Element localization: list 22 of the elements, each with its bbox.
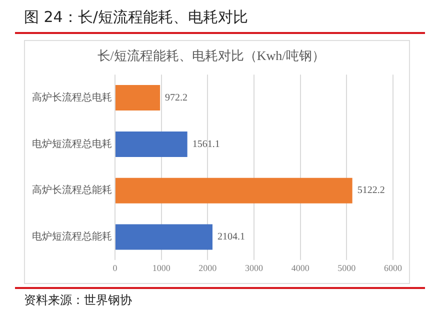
bar: [116, 131, 188, 157]
y-tick-label: 高炉长流程总电耗: [32, 91, 112, 104]
x-tick-label: 4000: [291, 262, 310, 273]
bar: [116, 178, 352, 204]
bar: [116, 224, 212, 250]
y-tick-label: 高炉长流程总能耗: [32, 184, 112, 196]
chart-title: 图 24：长/短流程能耗、电耗对比: [24, 8, 248, 27]
text: 资料来源：世界钢协: [24, 292, 132, 309]
bar: [116, 85, 160, 111]
x-tick-label: 1000: [152, 262, 171, 273]
data-label: 972.2: [165, 92, 188, 104]
x-tick-label: 6000: [384, 262, 402, 273]
data-label: 5122.2: [357, 185, 385, 196]
data-label: 2104.1: [217, 232, 245, 243]
x-tick-label: 2000: [198, 262, 218, 273]
x-tick-label: 0: [112, 262, 118, 273]
x-tick-label: 5000: [338, 262, 356, 273]
y-tick-label: 电炉短流程总能耗: [32, 230, 112, 243]
y-tick-label: 电炉短流程总电耗: [32, 138, 112, 150]
data-label: 1561.1: [192, 138, 220, 150]
chart-subtitle: 长/短流程能耗、电耗对比（Kwh/吨钢）: [97, 48, 325, 64]
x-tick-label: 3000: [245, 262, 264, 273]
